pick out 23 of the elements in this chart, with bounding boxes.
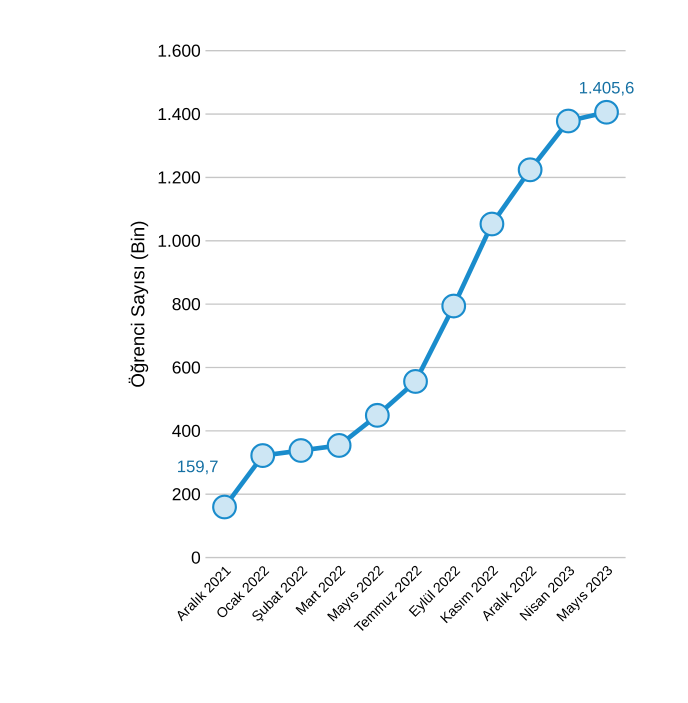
point (326, 433, 352, 458)
y-tick-label: 800 (172, 298, 200, 310)
point (402, 369, 428, 394)
y-tick-label: 200 (172, 488, 200, 500)
data-label: 159,7 (178, 460, 218, 474)
y-tick-label: 400 (172, 424, 200, 437)
point (364, 402, 390, 428)
point (288, 438, 314, 463)
point (594, 100, 619, 125)
y-tick-label: 1.000 (158, 234, 200, 247)
point (556, 108, 581, 134)
point (212, 494, 237, 520)
data-label: 1.405,6 (580, 82, 634, 96)
y-tick-label: 600 (172, 361, 200, 374)
y-tick-label: 1.600 (158, 44, 200, 57)
y-tick-label: 1.200 (158, 171, 200, 184)
point (441, 294, 466, 318)
y-tick-label: 1.400 (158, 108, 200, 120)
y-axis-title: Öğrenci Sayısı (Bin) (128, 222, 148, 387)
point (518, 157, 542, 182)
point (250, 443, 275, 468)
point (479, 212, 504, 236)
y-tick-label: 0 (192, 551, 200, 564)
